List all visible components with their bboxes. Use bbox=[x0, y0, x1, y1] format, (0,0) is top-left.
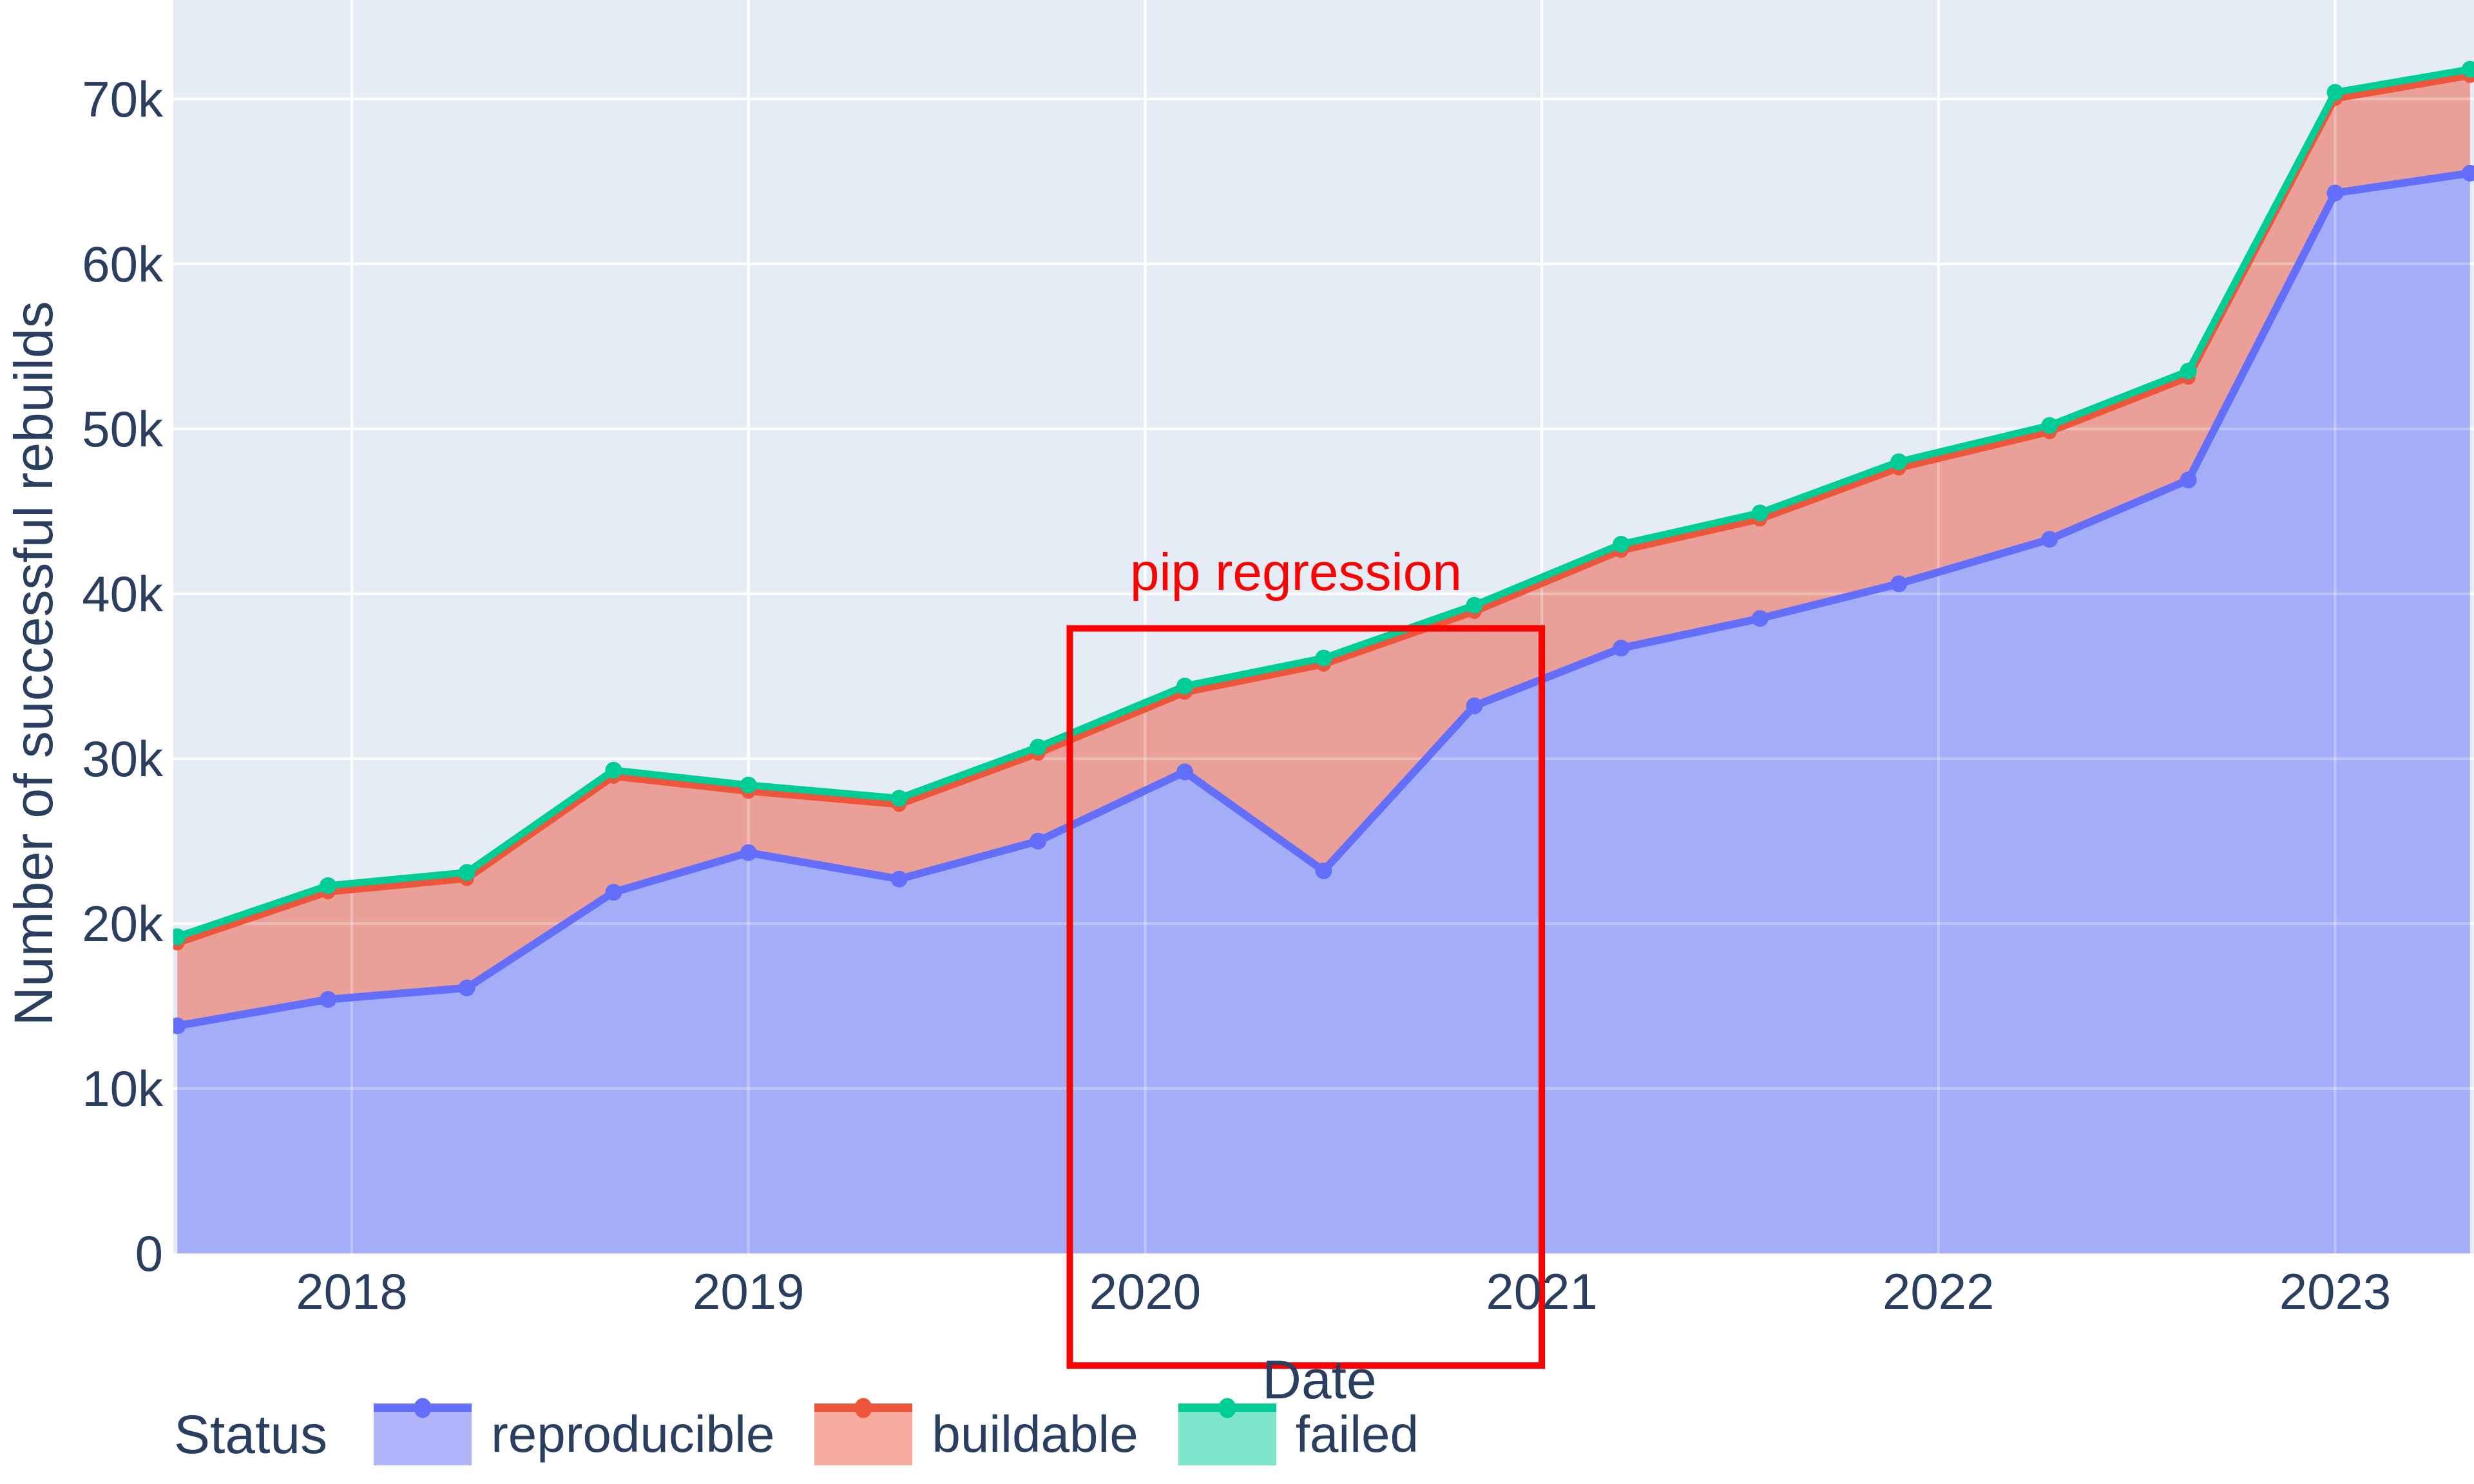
x-tick-label: 2019 bbox=[692, 1263, 805, 1320]
y-tick-label: 20k bbox=[82, 895, 163, 952]
y-axis-title: Number of successful rebuilds bbox=[3, 301, 64, 1026]
x-tick-label: 2023 bbox=[2279, 1263, 2392, 1320]
legend-label: failed bbox=[1295, 1405, 1419, 1463]
legend-label: reproducible bbox=[491, 1405, 775, 1463]
y-tick-label: 60k bbox=[82, 235, 163, 292]
reproducible-swatch-icon bbox=[374, 1398, 472, 1465]
y-tick-label: 10k bbox=[82, 1060, 163, 1117]
legend-label: buildable bbox=[932, 1405, 1138, 1463]
legend: Status reproducible buildable failed bbox=[174, 1398, 1419, 1470]
x-tick-label: 2018 bbox=[296, 1263, 408, 1320]
x-axis-title: Date bbox=[1262, 1349, 1377, 1410]
buildable-swatch-icon bbox=[814, 1398, 913, 1465]
legend-item-buildable[interactable]: buildable bbox=[814, 1398, 1138, 1465]
y-tick-label: 50k bbox=[82, 400, 163, 457]
legend-title: Status bbox=[174, 1403, 328, 1465]
x-tick-label: 2022 bbox=[1883, 1263, 1995, 1320]
y-tick-label: 40k bbox=[82, 565, 163, 622]
pip-regression-box bbox=[1066, 625, 1546, 1369]
x-tick-label: 2020 bbox=[1089, 1263, 1202, 1320]
annotation-pip-regression: pip regression bbox=[1129, 542, 1462, 602]
legend-item-reproducible[interactable]: reproducible bbox=[374, 1398, 775, 1465]
failed-swatch-icon bbox=[1178, 1398, 1276, 1465]
legend-item-failed[interactable]: failed bbox=[1178, 1398, 1419, 1465]
y-tick-label: 0 bbox=[135, 1225, 163, 1282]
y-tick-label: 70k bbox=[82, 70, 163, 128]
y-tick-label: 30k bbox=[82, 730, 163, 787]
x-tick-label: 2021 bbox=[1486, 1263, 1598, 1320]
